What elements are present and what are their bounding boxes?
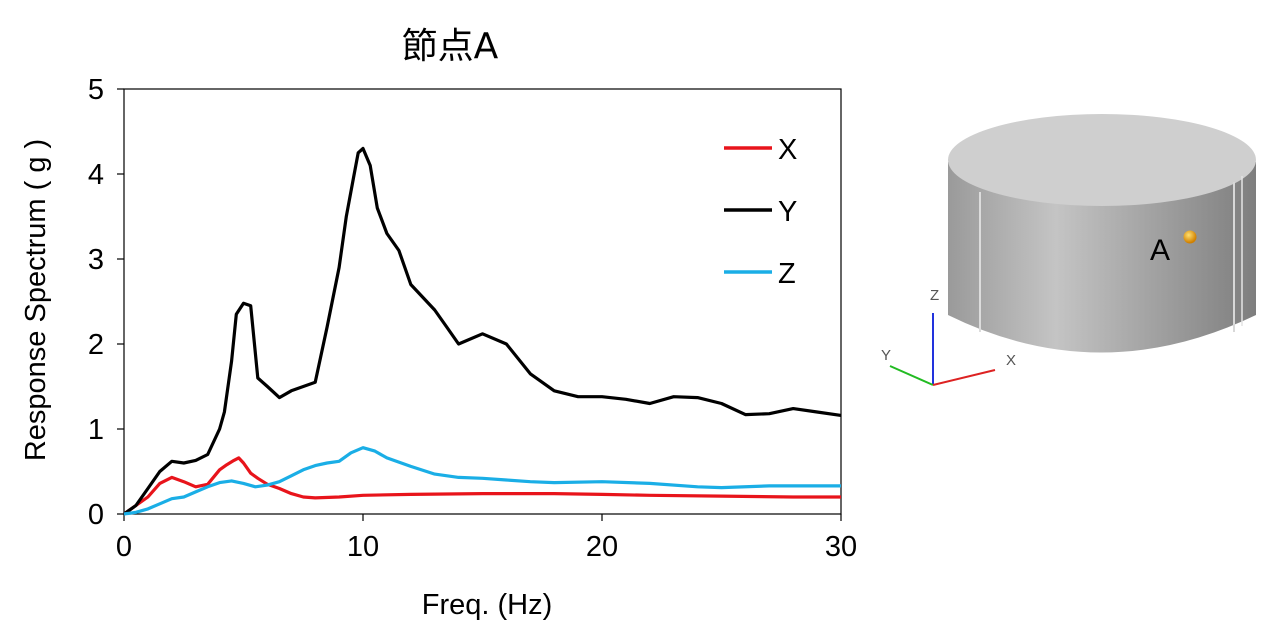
legend: XYZ [724,134,797,290]
y-axis-label: Response Spectrum ( g ) [20,139,52,461]
cylinder-side [948,162,1256,353]
y-tick-label: 3 [88,244,104,276]
x-tick-label: 0 [116,531,132,563]
node-a-marker [1183,230,1197,244]
plot-area-frame [123,88,842,515]
y-axis-line [889,365,934,386]
series-line-z [123,446,841,516]
series-layer [123,146,842,516]
cylinder-tank [948,114,1256,353]
y-axis-ticks: 0 1 2 3 4 5 [88,74,124,531]
y-tick-label: 4 [88,159,104,191]
legend-label-z: Z [778,258,796,290]
series-line-y [123,146,842,516]
legend-label-x: X [778,134,797,166]
series-line-x [123,456,841,516]
y-tick-label: 1 [88,414,104,446]
x-tick-label: 30 [825,531,857,563]
node-a-label: A [1150,234,1170,267]
z-axis-letter: Z [930,287,939,304]
response-spectrum-chart: 節点A 0 10 20 30 0 1 2 3 4 5 XYZ Freq. (Hz) Respon… [20,26,857,621]
x-axis-letter: X [1006,352,1016,369]
cylinder-top [948,114,1256,206]
chart-title: 節点A [402,26,499,67]
coordinate-axes-triad: Z Y X [881,287,1016,386]
y-axis-letter: Y [881,347,891,364]
x-axis-line [932,369,996,386]
legend-label-y: Y [778,196,797,228]
x-axis-ticks: 0 10 20 30 [116,514,857,563]
y-tick-label: 2 [88,329,104,361]
x-axis-label: Freq. (Hz) [422,589,553,621]
structure-model-view: A Z Y X [881,114,1256,386]
y-tick-label: 0 [88,499,104,531]
y-tick-label: 5 [88,74,104,106]
x-tick-label: 10 [347,531,379,563]
x-tick-label: 20 [586,531,618,563]
